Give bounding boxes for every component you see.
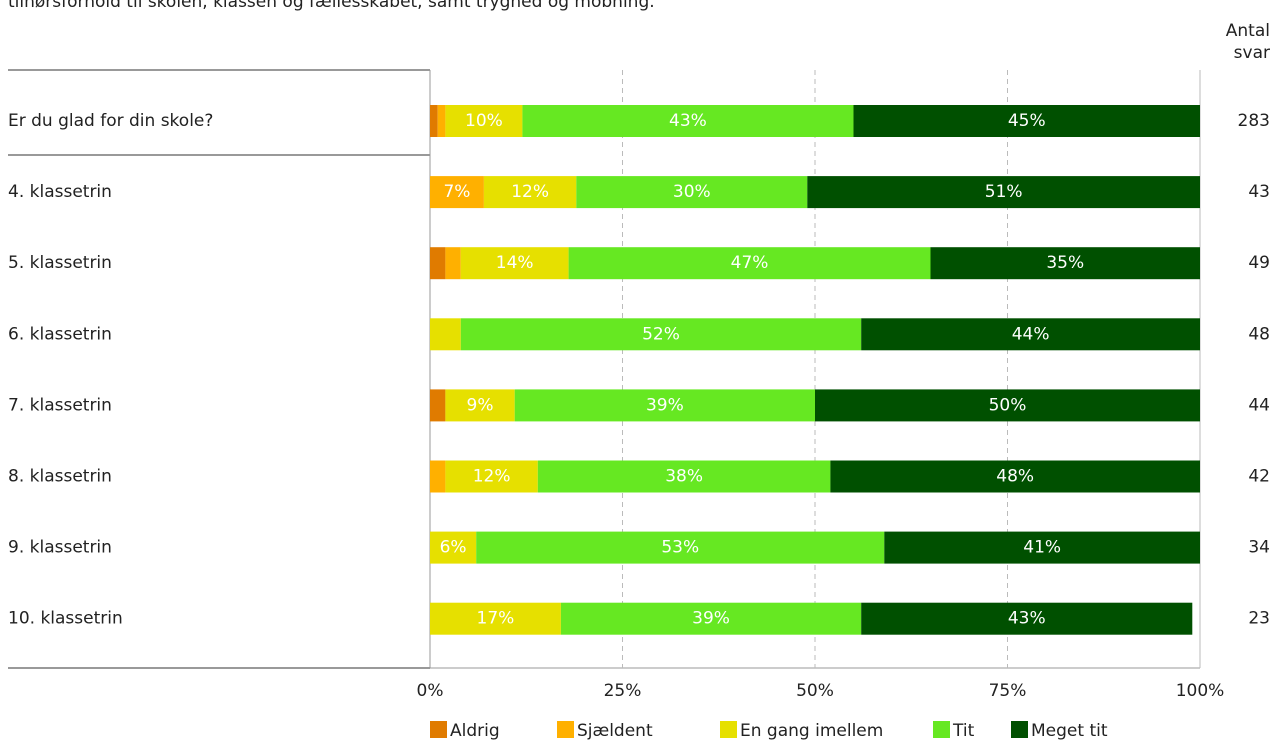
bar-segment	[460, 247, 569, 280]
legend-swatch	[720, 721, 737, 738]
category-label: 5. klassetrin	[8, 253, 112, 273]
legend-swatch	[430, 721, 447, 738]
value-label: 17%	[477, 609, 515, 629]
x-tick-label: 100%	[1176, 681, 1225, 701]
value-label: 35%	[1046, 253, 1084, 273]
bar-segment	[437, 105, 446, 137]
category-label: Er du glad for din skole?	[8, 111, 213, 131]
bar-segment	[483, 176, 577, 209]
value-label: 39%	[692, 609, 730, 629]
bar-segment	[807, 176, 1200, 209]
bar-segment	[430, 460, 446, 493]
value-label: 14%	[496, 253, 534, 273]
counts-header: Antal	[1226, 21, 1270, 41]
category-label: 7. klassetrin	[8, 395, 112, 415]
value-label: 45%	[1008, 111, 1046, 131]
value-label: 48%	[996, 467, 1034, 487]
legend-label: Aldrig	[450, 721, 500, 740]
bar-segment	[430, 389, 446, 422]
legend-swatch	[557, 721, 574, 738]
chart-subtitle: tilhørsforhold til skolen, klassen og fæ…	[8, 0, 655, 12]
value-label: 47%	[731, 253, 769, 273]
value-label: 30%	[673, 182, 711, 202]
value-label: 7%	[443, 182, 470, 202]
bar-segment	[861, 318, 1200, 351]
legend-swatch	[1011, 721, 1028, 738]
bar-segment	[861, 602, 1193, 635]
x-tick-label: 75%	[989, 681, 1027, 701]
legend-label: Sjældent	[577, 721, 653, 740]
bar-segment	[830, 460, 1200, 493]
bar-segment	[430, 318, 461, 351]
count-label: 34	[1248, 538, 1270, 558]
bar-segment	[560, 602, 862, 635]
bar-segment	[476, 531, 885, 564]
value-label: 12%	[473, 467, 511, 487]
counts-header: svar	[1234, 43, 1270, 63]
legend-label: Meget tit	[1031, 721, 1108, 740]
value-label: 43%	[1008, 609, 1046, 629]
bar-segment	[430, 105, 438, 137]
bar-segment	[430, 247, 446, 280]
count-label: 23	[1248, 609, 1270, 629]
value-label: 43%	[669, 111, 707, 131]
legend-swatch	[933, 721, 950, 738]
bar-segment	[853, 105, 1200, 137]
value-label: 52%	[642, 324, 680, 344]
category-label: 9. klassetrin	[8, 538, 112, 558]
bar-segment	[445, 389, 515, 422]
bar-segment	[430, 531, 477, 564]
legend-label: Tit	[952, 721, 975, 740]
x-tick-label: 25%	[604, 681, 642, 701]
count-label: 283	[1238, 111, 1270, 131]
count-label: 43	[1248, 182, 1270, 202]
bar-segment	[460, 318, 862, 351]
category-label: 8. klassetrin	[8, 467, 112, 487]
bar-segment	[537, 460, 831, 493]
value-label: 9%	[467, 395, 494, 415]
bar-segment	[445, 460, 538, 493]
bar-segment	[445, 247, 461, 280]
x-tick-label: 50%	[796, 681, 834, 701]
count-label: 49	[1248, 253, 1270, 273]
legend-label: En gang imellem	[740, 721, 883, 740]
category-label: 4. klassetrin	[8, 182, 112, 202]
value-label: 38%	[665, 467, 703, 487]
value-label: 51%	[985, 182, 1023, 202]
value-label: 10%	[465, 111, 503, 131]
value-label: 50%	[989, 395, 1027, 415]
category-label: 10. klassetrin	[8, 609, 123, 629]
bar-segment	[568, 247, 931, 280]
value-label: 6%	[440, 538, 467, 558]
count-label: 48	[1248, 324, 1270, 344]
bar-segment	[430, 176, 484, 209]
value-label: 44%	[1012, 324, 1050, 344]
category-label: 6. klassetrin	[8, 324, 112, 344]
x-tick-label: 0%	[417, 681, 444, 701]
bar-segment	[522, 105, 854, 137]
bar-segment	[514, 389, 815, 422]
bar-segment	[930, 247, 1200, 280]
bar-segment	[576, 176, 808, 209]
count-label: 44	[1248, 395, 1270, 415]
count-label: 42	[1248, 467, 1270, 487]
value-label: 41%	[1023, 538, 1061, 558]
bar-segment	[884, 531, 1200, 564]
value-label: 53%	[661, 538, 699, 558]
bar-segment	[815, 389, 1200, 422]
bar-segment	[445, 105, 523, 137]
bar-segment	[430, 602, 561, 635]
value-label: 39%	[646, 395, 684, 415]
value-label: 12%	[511, 182, 549, 202]
